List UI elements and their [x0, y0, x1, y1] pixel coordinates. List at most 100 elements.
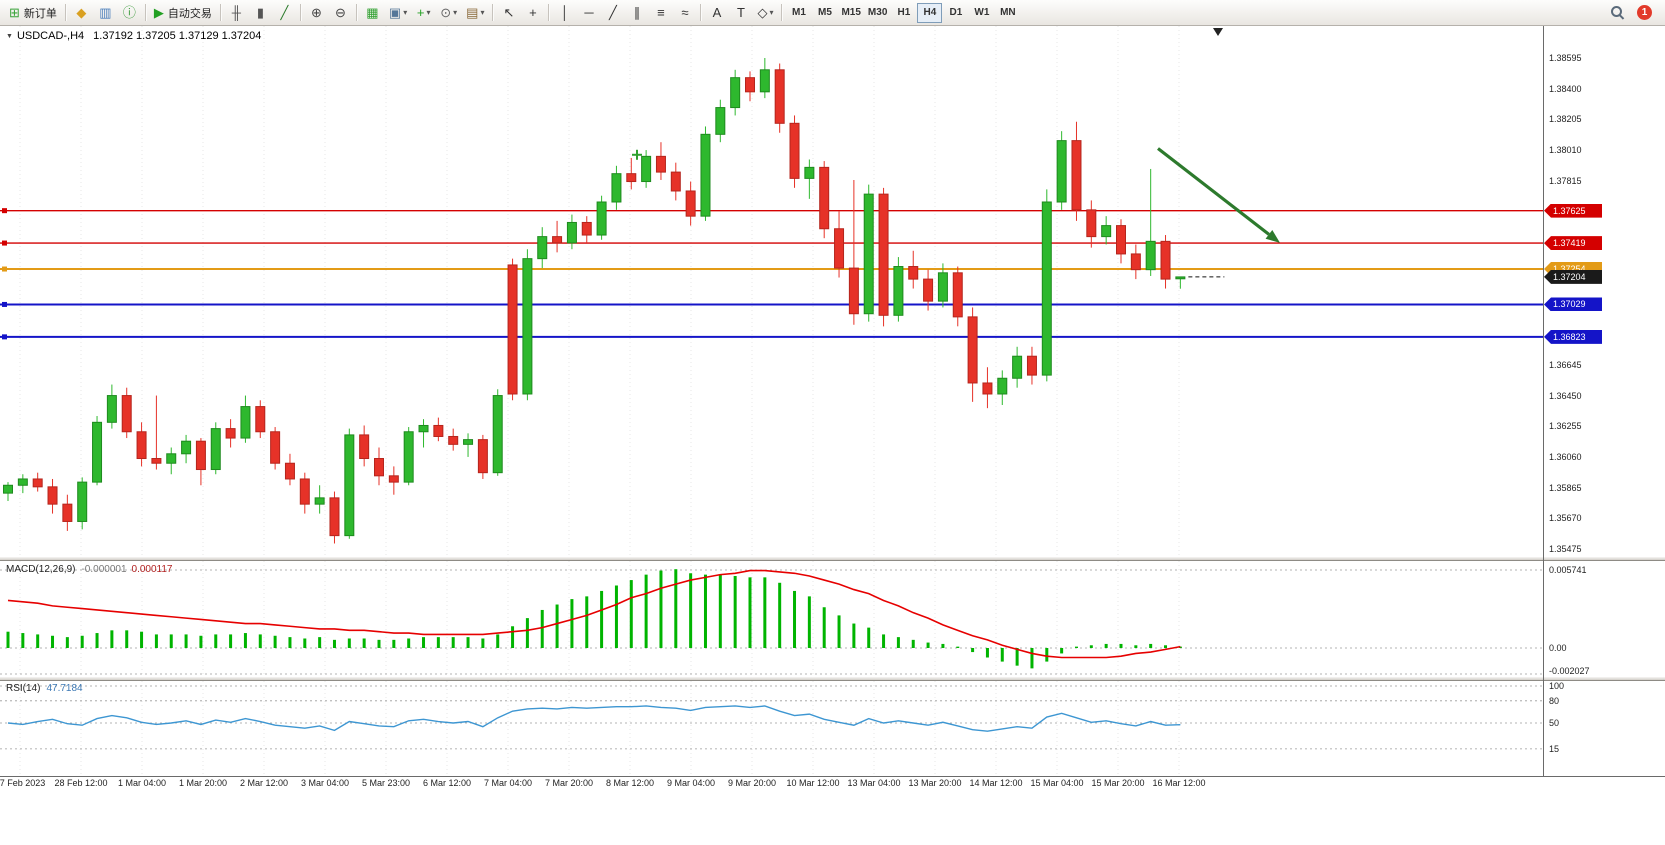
candle	[819, 166, 830, 230]
auto-trading-button[interactable]: ▶ 自动交易	[150, 2, 216, 24]
time-axis-label: 6 Mar 12:00	[422, 778, 472, 788]
market-watch-icon: ▥	[99, 5, 112, 20]
market-watch-button[interactable]: ▥	[94, 2, 117, 24]
timeframe-m30-button[interactable]: M30	[865, 3, 890, 23]
line-chart-mode-button[interactable]: ╱	[273, 2, 296, 24]
candle	[299, 478, 310, 505]
trendline-tool-button[interactable]: ╱	[601, 2, 624, 24]
hline-anchor[interactable]	[2, 266, 7, 272]
timeframe-w1-button[interactable]: W1	[969, 3, 994, 23]
waves-tool-button[interactable]: ≈	[673, 2, 696, 24]
candle	[121, 395, 132, 433]
toolbar-separator	[492, 4, 494, 21]
ohlc-values: 1.37192 1.37205 1.37129 1.37204	[93, 30, 262, 42]
profiles-button[interactable]: ◆	[70, 2, 93, 24]
candle	[1041, 201, 1052, 376]
price-axis-label: 1.35475	[1549, 544, 1582, 554]
toolbar-separator	[781, 4, 783, 21]
candle	[477, 439, 488, 474]
cross-marker-annotation[interactable]	[632, 149, 642, 160]
trend-arrow-annotation[interactable]	[1157, 147, 1280, 243]
chevron-down-icon: ▾	[403, 8, 408, 17]
cursor-tool-button[interactable]: ↖	[497, 2, 520, 24]
new-order-button[interactable]: ⊞ 新订单	[5, 2, 61, 24]
candle	[1130, 253, 1141, 271]
timeframe-d1-button[interactable]: D1	[943, 3, 968, 23]
text-tool-button[interactable]: A	[705, 2, 728, 24]
timeframe-m15-button[interactable]: M15	[838, 3, 863, 23]
candle	[730, 77, 741, 109]
symbol-label: USDCAD-,H4	[16, 30, 85, 42]
label-tool-icon: T	[736, 5, 745, 20]
candle	[641, 155, 652, 183]
candle	[418, 424, 429, 433]
time-axis-label: 1 Mar 20:00	[178, 778, 228, 788]
channel-tool-button[interactable]: ∥	[625, 2, 648, 24]
timeframe-h4-button[interactable]: H4	[917, 2, 943, 23]
toolbar-separator	[700, 4, 702, 21]
timeframe-m5-button[interactable]: M5	[812, 3, 837, 23]
price-axis[interactable]	[1544, 26, 1665, 776]
price-chart-canvas[interactable]	[0, 26, 1543, 556]
rsi-label: RSI(14) 47.7184	[6, 683, 83, 694]
add-indicator-button[interactable]: + ▾	[412, 2, 435, 24]
crosshair-tool-button[interactable]: +	[521, 2, 544, 24]
price-tag-1.36823: 1.36823	[1544, 329, 1602, 344]
shapes-menu-button[interactable]: ◇ ▾	[753, 2, 777, 24]
hline-anchor[interactable]	[2, 208, 7, 214]
fibonacci-tool-button[interactable]: ≡	[649, 2, 672, 24]
candle	[1101, 225, 1112, 238]
hline-anchor[interactable]	[2, 240, 7, 246]
price-axis-label: 1.36255	[1549, 421, 1582, 432]
zoom-in-button[interactable]: ⊕	[305, 2, 328, 24]
vertical-line-tool-button[interactable]: │	[553, 2, 576, 24]
search-button[interactable]	[1606, 2, 1628, 24]
new-chart-button[interactable]: ▣ ▾	[385, 2, 411, 24]
panel-splitter[interactable]	[0, 556, 1665, 561]
rsi-panel[interactable]	[0, 681, 1543, 776]
price-axis-label: 1.35865	[1549, 482, 1582, 493]
candle	[284, 462, 295, 480]
timeframe-m1-button[interactable]: M1	[786, 3, 811, 23]
candle	[255, 406, 266, 433]
candlestick-mode-button[interactable]: ▮	[249, 2, 272, 24]
notification-badge[interactable]: 1	[1637, 5, 1652, 20]
panel-splitter[interactable]	[0, 676, 1665, 681]
bar-chart-mode-button[interactable]: ╫	[225, 2, 248, 24]
time-axis-label: 16 Mar 12:00	[1152, 778, 1206, 788]
candle	[106, 395, 117, 423]
candle	[1026, 355, 1037, 376]
macd-panel[interactable]	[0, 561, 1543, 676]
price-axis-label: 1.38205	[1549, 114, 1582, 125]
label-tool-button[interactable]: T	[729, 2, 752, 24]
shapes-menu-icon: ◇	[757, 5, 768, 20]
candle	[1160, 240, 1171, 280]
macd-signal-line	[7, 569, 1181, 659]
periods-menu-button[interactable]: ⊙ ▾	[436, 2, 461, 24]
candle	[655, 155, 666, 173]
zoom-out-icon: ⊖	[334, 5, 346, 20]
timeframe-h1-button[interactable]: H1	[891, 3, 916, 23]
templates-menu-icon: ▤	[466, 5, 479, 20]
tile-windows-button[interactable]: ▦	[361, 2, 384, 24]
hline-anchor[interactable]	[2, 301, 7, 307]
candle	[210, 428, 221, 471]
vertical-line-tool-icon: │	[560, 5, 570, 20]
templates-menu-button[interactable]: ▤ ▾	[462, 2, 488, 24]
horizontal-lines-layer	[0, 208, 1543, 340]
candle	[195, 440, 206, 471]
data-window-button[interactable]: ⓘ	[118, 2, 141, 24]
candle	[611, 173, 622, 203]
rsi-value: 47.7184	[46, 683, 83, 694]
time-axis-label: 14 Mar 12:00	[969, 778, 1023, 788]
zoom-out-button[interactable]: ⊖	[329, 2, 352, 24]
chevron-down-icon: ▾	[453, 8, 458, 17]
candle	[329, 497, 340, 537]
hline-anchor[interactable]	[2, 334, 7, 340]
timeframe-mn-button[interactable]: MN	[995, 3, 1020, 23]
horizontal-line-tool-button[interactable]: ─	[577, 2, 600, 24]
price-axis-label: 1.36645	[1549, 359, 1582, 370]
toolbar-separator	[299, 4, 301, 21]
price-tag-1.37625: 1.37625	[1544, 203, 1602, 218]
